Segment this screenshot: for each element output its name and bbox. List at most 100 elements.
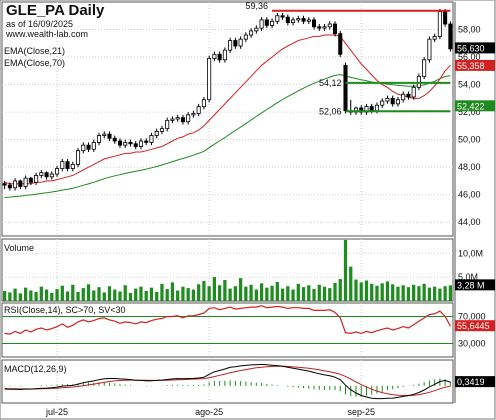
volume-bar [385,281,390,301]
candle-body [91,141,96,150]
candle-body [175,117,180,120]
volume-last-label: 3,28 M [457,280,485,290]
volume-bar [8,292,12,301]
volume-last-label-bg [455,279,495,291]
volume-bar [160,283,164,301]
volume-bar [165,289,169,301]
candle-body [390,97,395,105]
volume-bar [412,284,416,301]
volume-bar [265,287,269,301]
volume-bar [448,285,453,301]
volume-bar [149,287,154,301]
candle-body [7,184,12,189]
volume-bar [176,290,180,301]
x-tick-label: sep-25 [347,407,375,417]
volume-bar [65,291,70,301]
candle-body [317,26,322,29]
volume-bar [34,291,38,301]
candle-body [275,15,280,22]
volume-bar [123,285,127,301]
candle-body [212,53,217,59]
panel-frame-vol [1,238,454,302]
candle-body [380,100,385,106]
candle-body [280,15,285,18]
candle-body [222,49,227,61]
macd-line [4,363,451,400]
candle-body [243,34,248,40]
volume-bar [107,286,112,301]
volume-tick-label: 10,0M [458,248,483,258]
candle-body [306,19,311,22]
macd-signal-line [4,365,451,397]
candle-body [123,141,128,146]
ema-fast-price-label-bg [455,59,495,71]
candle-body [128,141,133,145]
volume-bar [71,284,75,301]
candle-body [374,104,379,112]
candle-body [411,86,416,98]
volume-bar [312,289,316,301]
candle-body [28,177,33,183]
volume-bar [291,289,295,301]
candle-body [254,27,259,32]
ema-fast-price-label: 55,358 [457,61,485,71]
ema-slow-legend: EMA(Close,70) [4,58,66,68]
candle-body [138,140,143,147]
volume-tick-label: 5,0M [458,272,478,282]
volume-bar [39,286,43,301]
candle-body [39,172,44,176]
volume-bar [233,286,237,301]
volume-title: Volume [4,243,35,253]
candle-body [285,16,290,24]
candle-body [422,59,427,77]
candle-body [264,19,269,26]
volume-bar [113,289,117,301]
candle-body [249,30,254,36]
volume-bar [128,292,133,301]
candle-body [327,23,332,28]
volume-bar [50,292,54,301]
rsi-last-label-bg [455,320,495,332]
volume-bar [202,280,206,301]
volume-bar [328,288,332,301]
panel-frame-macd [1,359,454,404]
volume-bar [301,287,306,301]
macd-last-label: 0,3419 [457,377,485,387]
candle-body [86,144,91,150]
candle-body [401,93,406,101]
volume-bar [270,285,274,301]
volume-bar [280,288,285,301]
ema-slow-price-label: 52,422 [457,101,485,111]
candle-body [385,97,390,102]
volume-bar [238,278,243,301]
candle-body [338,33,343,55]
volume-bar [223,280,227,301]
candle-body [107,133,112,139]
candle-body [180,117,185,123]
volume-bar [76,291,80,301]
price-tick-label: 54,00 [458,80,481,90]
candle-body [2,183,7,186]
close-price-label: 56,630 [457,43,485,53]
candle-body [149,135,154,143]
price-tick-label: 56,00 [458,52,481,62]
volume-bar [191,289,196,301]
volume-bar [249,284,253,301]
volume-bar [322,286,327,301]
volume-bar [155,291,159,301]
candle-body [144,140,149,143]
panel-frame-price [1,1,454,237]
candle-body [270,20,275,26]
candle-body [259,19,264,29]
macd-last-label-bg [455,376,495,388]
candle-body [432,36,437,40]
level-label-support-lower: 52,06 [319,106,342,116]
candle-body [406,93,411,98]
candle-body [217,53,222,61]
price-tick-label: 52,00 [458,107,481,117]
candle-body [96,135,102,143]
candle-body [395,99,400,105]
close-price-label-bg [455,42,495,54]
